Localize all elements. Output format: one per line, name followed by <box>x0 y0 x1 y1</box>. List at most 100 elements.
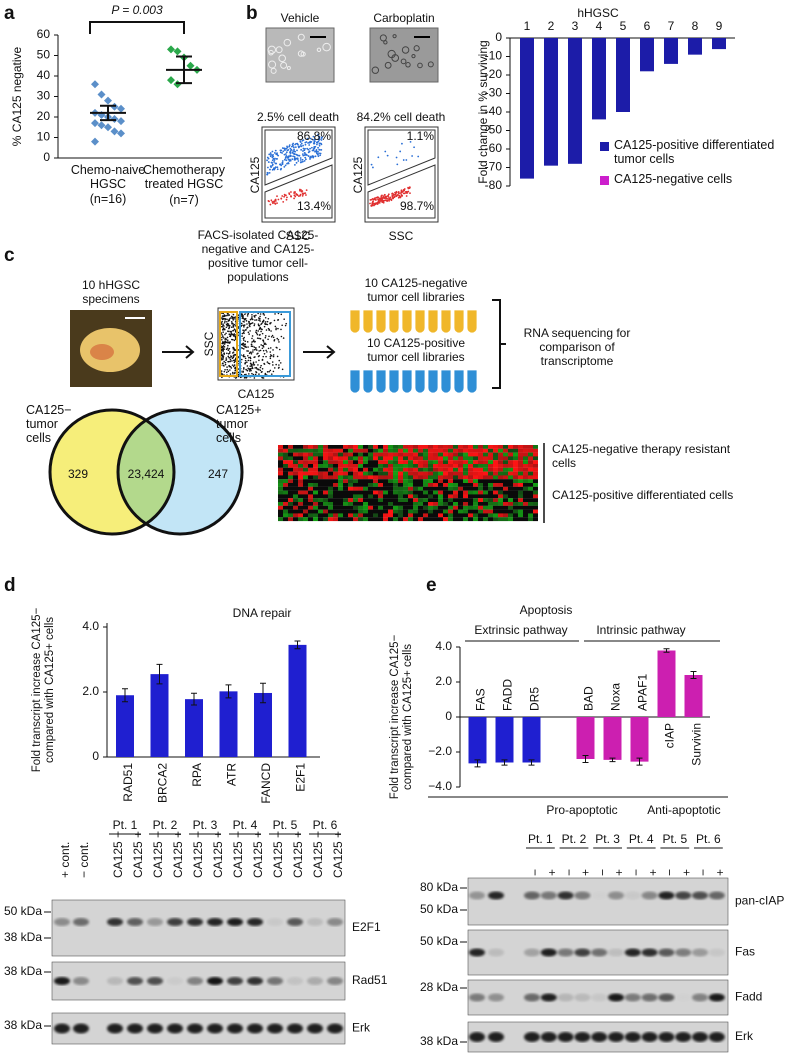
heatmap-cell <box>533 445 538 449</box>
heatmap-cell <box>363 490 368 495</box>
heatmap-cell <box>388 479 393 484</box>
heatmap-cell <box>368 452 373 457</box>
heatmap-cell <box>423 505 428 510</box>
heatmap-cell <box>318 448 323 453</box>
blot-band <box>675 1032 692 1042</box>
blot-band <box>227 1023 243 1034</box>
heatmap-cell <box>353 456 358 461</box>
flow-dot <box>280 328 282 331</box>
heatmap-cell <box>478 502 483 506</box>
heatmap-cell <box>493 486 498 491</box>
heatmap-cell <box>513 475 518 480</box>
heatmap-cell <box>288 494 293 499</box>
heatmap-cell <box>363 445 368 449</box>
tube <box>466 369 478 394</box>
heatmap-cell <box>528 505 533 510</box>
tube <box>440 369 452 394</box>
blot-band <box>675 948 692 957</box>
heatmap-cell <box>433 445 438 449</box>
heatmap-cell <box>393 513 398 518</box>
heatmap-cell <box>443 445 448 449</box>
heatmap-cell <box>413 445 418 449</box>
y-tick-label: −4.0 <box>428 779 452 793</box>
flow-dot <box>283 165 286 168</box>
flow-dot <box>220 323 223 325</box>
heatmap-cell <box>413 483 418 487</box>
heatmap-cell <box>378 475 383 480</box>
heatmap-cell <box>403 445 408 449</box>
heatmap-cell <box>408 445 413 449</box>
flow-dot <box>371 201 374 203</box>
heatmap-cell <box>368 475 373 480</box>
heatmap-cell <box>433 479 438 484</box>
heatmap-cell <box>333 517 338 522</box>
heatmap-cell <box>523 490 528 495</box>
heatmap-cell <box>388 505 393 510</box>
heatmap-cell <box>423 471 428 476</box>
heatmap-cell <box>473 456 478 461</box>
flow-dot <box>242 339 245 341</box>
heatmap-cell <box>318 445 323 449</box>
venn-label: CA125+ tumor cells <box>216 403 262 445</box>
heatmap-cell <box>308 502 313 506</box>
legend-swatch <box>600 176 609 185</box>
flow-dot <box>253 316 256 318</box>
bar <box>520 38 534 179</box>
heatmap-cell <box>523 513 528 518</box>
flow-dot <box>278 348 281 351</box>
flow-dot <box>391 192 394 195</box>
flow-dot <box>269 168 271 171</box>
heatmap-cell <box>428 505 433 510</box>
heatmap-cell <box>423 467 428 472</box>
heatmap-cell <box>433 517 438 522</box>
lane-label: CA125 − <box>311 831 325 878</box>
heatmap-cell <box>413 513 418 518</box>
heatmap-cell <box>323 464 328 468</box>
heatmap-cell <box>433 505 438 510</box>
heatmap-cell <box>463 479 468 484</box>
heatmap-cell <box>473 490 478 495</box>
flow-dot <box>260 364 262 367</box>
heatmap-cell <box>423 498 428 503</box>
heatmap-cell <box>428 456 433 461</box>
heatmap-cell <box>433 513 438 518</box>
protein-label: Erk <box>352 1021 371 1035</box>
heatmap-cell <box>453 452 458 457</box>
flow-dot <box>262 349 265 352</box>
heatmap-cell <box>363 464 368 468</box>
heatmap-cell <box>318 479 323 484</box>
flow-dot <box>240 358 243 361</box>
heatmap-cell <box>428 464 433 468</box>
heatmap-cell <box>343 452 348 457</box>
lane-label: CA125 − <box>191 831 205 878</box>
heatmap-cell <box>408 498 413 503</box>
heatmap-cell <box>283 486 288 491</box>
heatmap-cell <box>418 513 423 518</box>
heatmap-cell <box>353 452 358 457</box>
flow-dot <box>316 153 319 156</box>
heatmap-cell <box>418 509 423 514</box>
heatmap-cell <box>473 460 478 465</box>
heatmap-cell <box>383 475 388 480</box>
error-bar <box>122 688 128 703</box>
flow-dot <box>264 321 267 323</box>
heatmap-cell <box>458 464 463 468</box>
blot-band <box>54 918 70 926</box>
p-value: P = 0.003 <box>111 3 163 17</box>
marker-label: 80 kDa <box>420 880 458 894</box>
flow-dot <box>273 152 276 154</box>
heatmap-cell <box>503 471 508 476</box>
heatmap-cell <box>498 479 503 484</box>
heatmap-cell <box>393 475 398 480</box>
heatmap-cell <box>368 479 373 484</box>
heatmap-cell <box>383 452 388 457</box>
lane-label: CA125 − <box>151 831 165 878</box>
heatmap-cell <box>523 471 528 476</box>
flow-dot <box>272 157 275 160</box>
x-tick-label: APAF1 <box>636 674 650 711</box>
heatmap-cell <box>278 445 283 449</box>
heatmap-cell <box>368 456 373 461</box>
heatmap-cell <box>403 517 408 522</box>
heatmap-cell <box>528 452 533 457</box>
flow-dot <box>226 318 228 321</box>
